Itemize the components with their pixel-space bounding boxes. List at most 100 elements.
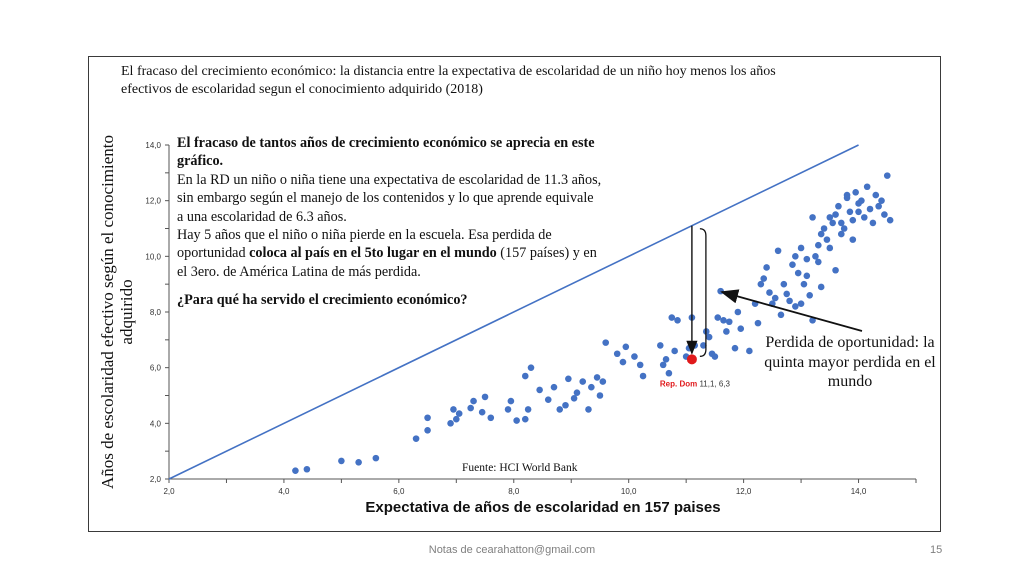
data-point xyxy=(846,208,854,216)
data-point xyxy=(725,318,733,326)
data-point xyxy=(855,208,862,216)
data-point xyxy=(860,214,868,221)
y-tick-label: 14,0 xyxy=(145,141,161,150)
data-point xyxy=(783,290,791,298)
page-number: 15 xyxy=(930,544,943,556)
data-point xyxy=(636,361,644,369)
data-point xyxy=(573,389,581,397)
data-point xyxy=(527,364,535,371)
data-point xyxy=(470,397,477,405)
data-point xyxy=(849,236,857,243)
data-point xyxy=(570,394,578,402)
data-point xyxy=(596,392,604,399)
data-point xyxy=(588,383,595,391)
data-point xyxy=(467,404,474,412)
data-point xyxy=(829,219,836,227)
y-tick-label: 6,0 xyxy=(150,364,162,373)
data-point xyxy=(771,294,779,302)
data-point xyxy=(656,342,664,349)
data-point xyxy=(705,333,713,341)
data-point xyxy=(737,325,745,333)
data-point xyxy=(823,236,831,243)
data-point xyxy=(774,247,782,255)
x-tick-label: 4,0 xyxy=(278,487,290,496)
data-point xyxy=(455,410,463,417)
x-tick-label: 14,0 xyxy=(851,487,867,496)
data-point xyxy=(872,191,880,199)
data-point xyxy=(797,300,805,307)
gap-bracket xyxy=(699,228,707,357)
data-point xyxy=(820,225,828,232)
data-point xyxy=(338,457,345,465)
data-point xyxy=(355,459,362,466)
data-point xyxy=(792,303,799,310)
data-point xyxy=(789,261,796,268)
data-point xyxy=(447,420,454,427)
data-point xyxy=(504,406,512,413)
data-point xyxy=(777,311,785,319)
annotation-question: ¿Para qué ha servido el crecimiento econ… xyxy=(177,292,468,309)
data-point xyxy=(292,467,299,474)
y-tick-label: 12,0 xyxy=(145,197,161,206)
data-point xyxy=(858,197,865,204)
data-point xyxy=(780,280,788,288)
data-point xyxy=(838,219,845,227)
data-point xyxy=(565,375,572,383)
data-point xyxy=(714,314,722,321)
data-point xyxy=(481,393,489,401)
data-point xyxy=(809,214,816,221)
data-point xyxy=(602,339,610,346)
callout-text: Perdida de oportunidad: la quinta mayor … xyxy=(764,334,936,390)
y-tick-label: 2,0 xyxy=(150,475,162,484)
data-point xyxy=(835,202,842,210)
data-point xyxy=(478,408,486,416)
data-point xyxy=(556,406,564,413)
data-point xyxy=(886,216,894,224)
y-tick-label: 4,0 xyxy=(150,419,162,428)
annotation-line1: En la RD un niño o niña tiene una expect… xyxy=(177,171,602,225)
data-point xyxy=(843,191,851,199)
x-tick-label: 6,0 xyxy=(393,487,405,496)
x-tick-label: 10,0 xyxy=(621,487,637,496)
data-point xyxy=(450,406,457,413)
data-point xyxy=(817,230,825,238)
data-point xyxy=(754,319,762,327)
data-point xyxy=(803,272,811,280)
data-point xyxy=(840,225,848,232)
slide-title: El fracaso del crecimiento económico: la… xyxy=(121,64,776,97)
data-point xyxy=(883,172,891,179)
data-point xyxy=(723,328,730,335)
slide-frame xyxy=(88,56,941,532)
data-point xyxy=(424,426,431,434)
data-point xyxy=(786,297,793,305)
y-tick-label: 10,0 xyxy=(145,252,161,261)
data-point xyxy=(852,189,859,196)
data-point xyxy=(746,347,753,355)
data-point xyxy=(639,372,647,380)
data-point xyxy=(521,372,529,380)
data-point xyxy=(585,406,592,413)
data-point xyxy=(809,317,816,324)
data-point xyxy=(372,454,380,462)
x-tick-label: 8,0 xyxy=(508,487,520,496)
data-point xyxy=(453,415,460,423)
data-point xyxy=(303,465,311,473)
data-point xyxy=(513,417,520,424)
footer-notes: Notas de cearahatton@gmail.com xyxy=(428,544,596,556)
annotation-box: El fracaso de tantos años de crecimiento… xyxy=(177,134,602,310)
data-point xyxy=(507,397,515,405)
data-point xyxy=(792,253,799,260)
data-point xyxy=(734,308,742,316)
data-point xyxy=(800,280,808,288)
data-point xyxy=(849,216,857,224)
annotation-line2: Hay 5 años que el niño o niña pierde en … xyxy=(177,227,597,280)
data-point xyxy=(717,287,724,295)
y-tick-label: 8,0 xyxy=(150,308,162,317)
data-point xyxy=(832,266,839,274)
data-point xyxy=(487,414,495,422)
data-point xyxy=(863,183,871,191)
data-point xyxy=(720,317,727,324)
callout-arrow xyxy=(720,289,863,332)
x-axis-label: Expectativa de años de escolaridad en 15… xyxy=(365,499,721,516)
